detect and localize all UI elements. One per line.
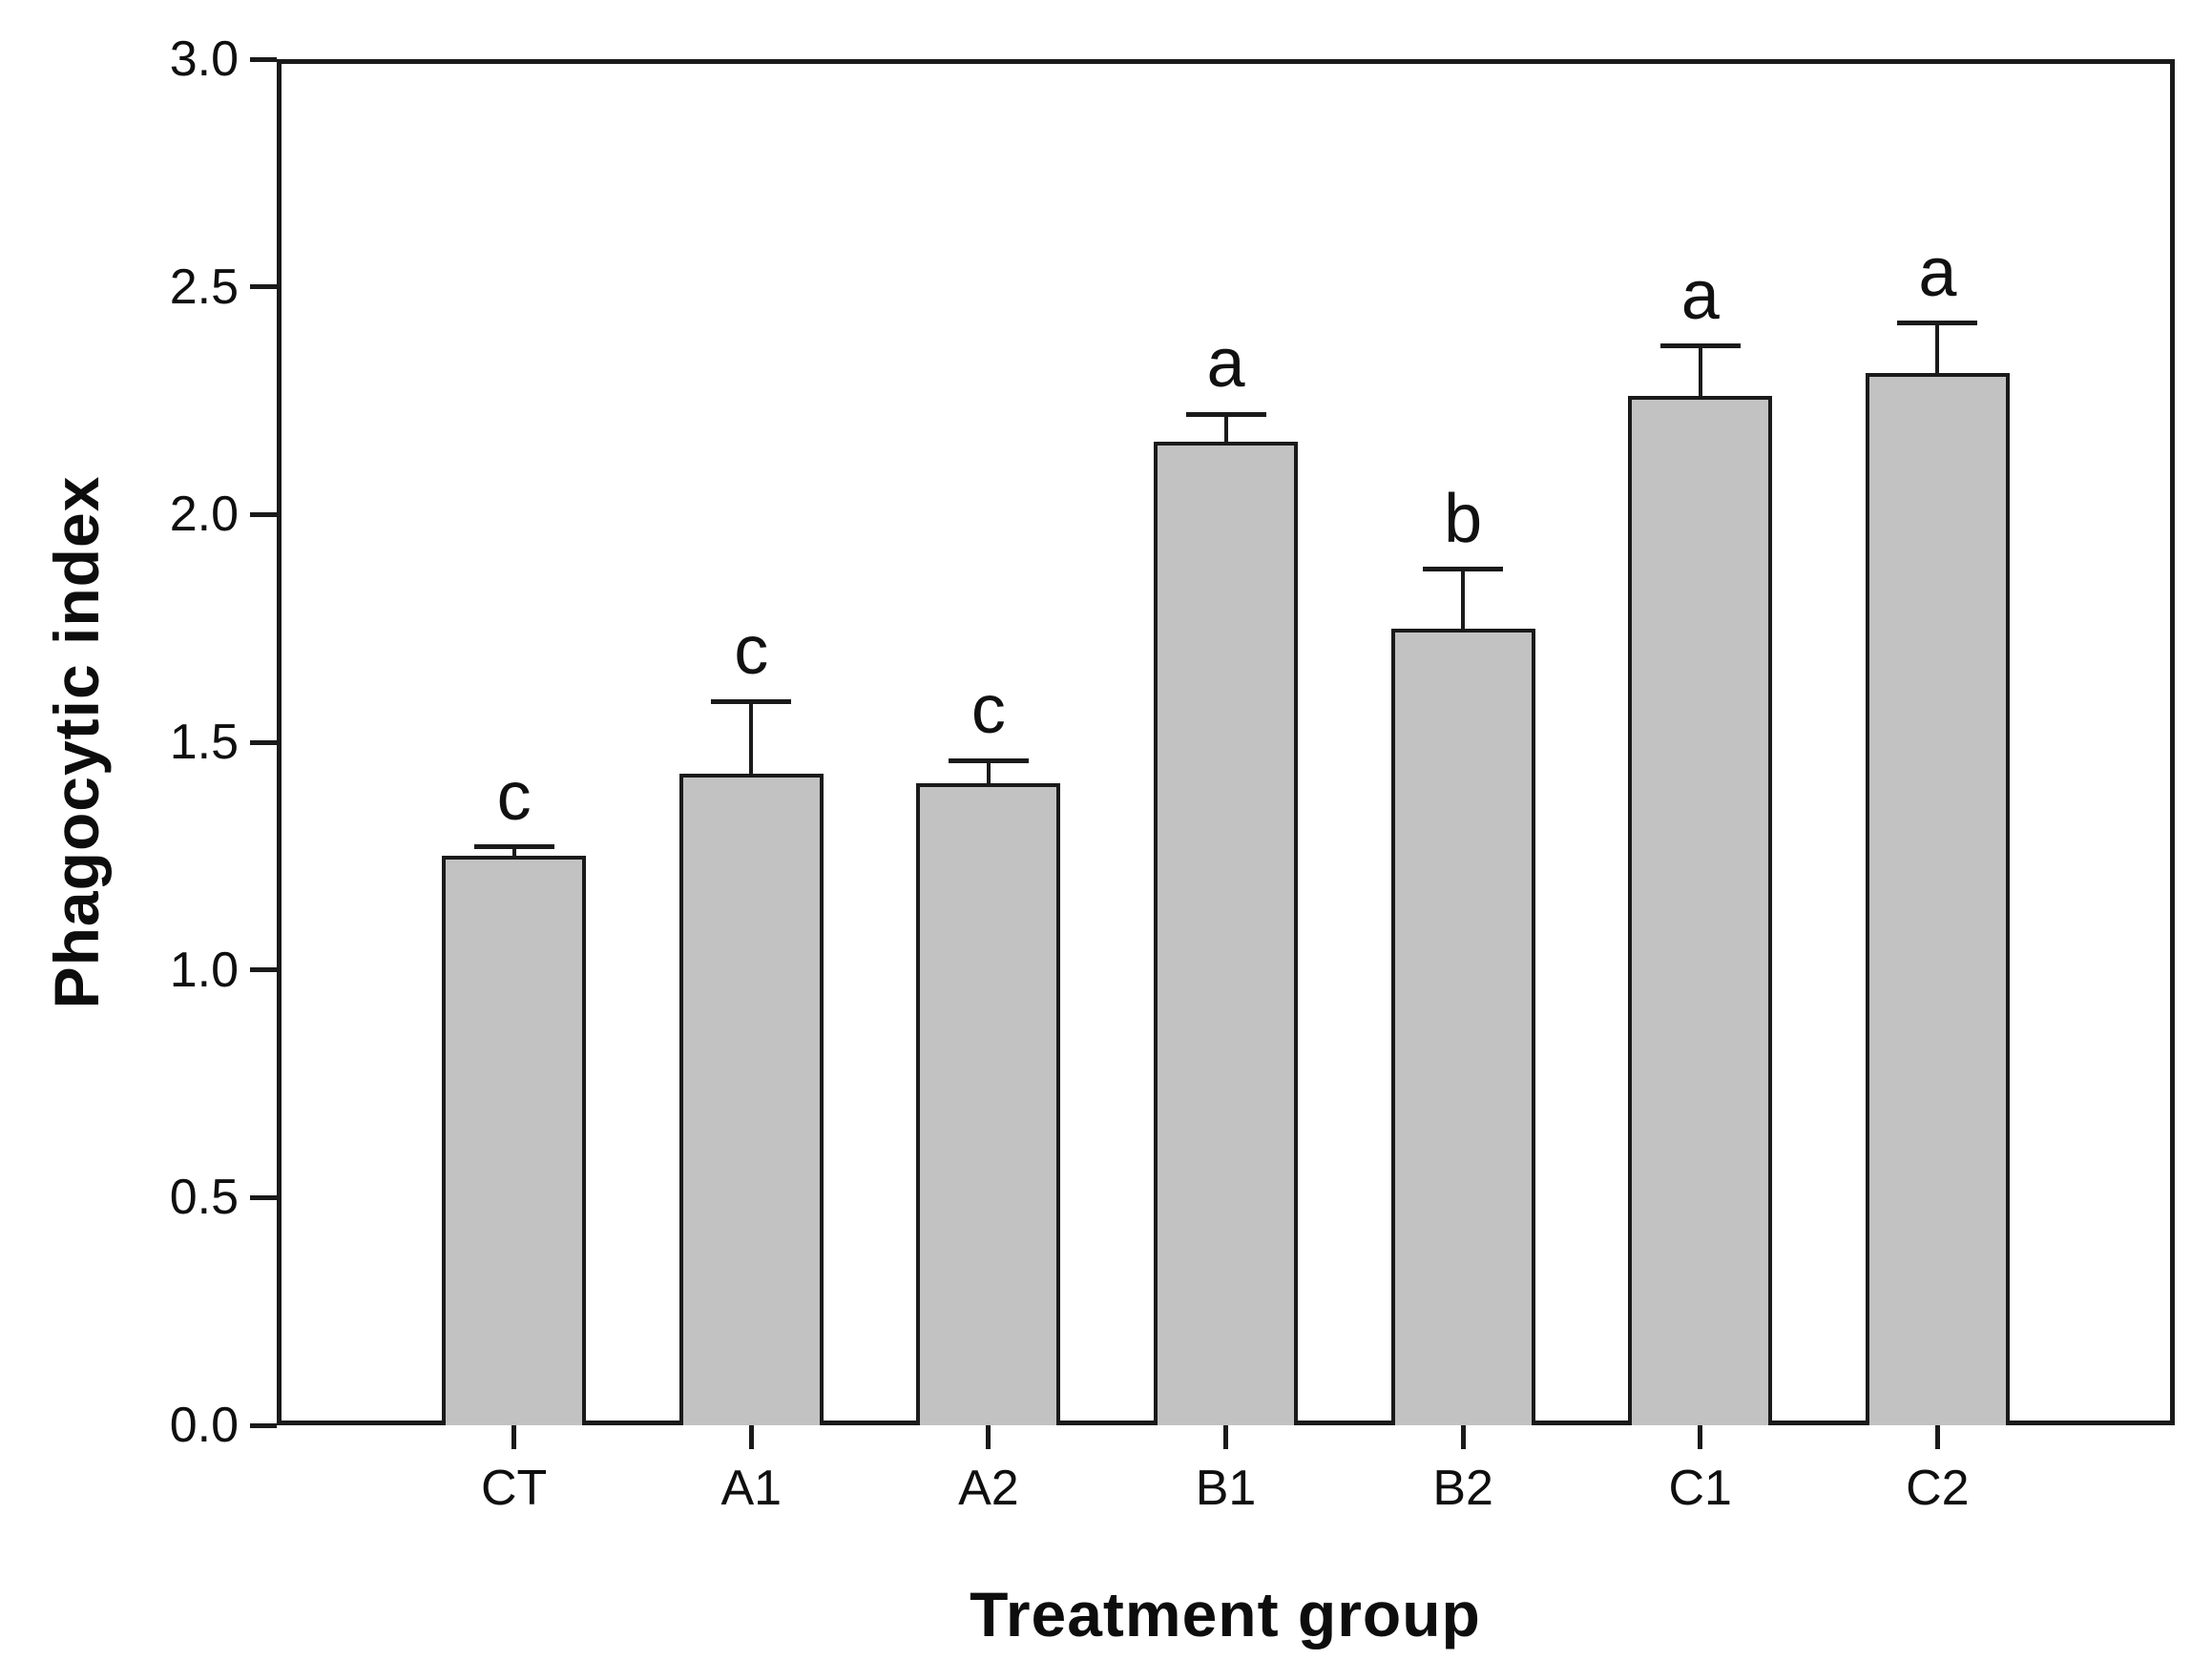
error-bar-cap <box>1423 567 1504 572</box>
error-bar-cap <box>473 844 554 850</box>
x-tick-mark <box>1223 1425 1228 1449</box>
bar <box>678 774 824 1425</box>
x-tick-label: B2 <box>1432 1461 1493 1516</box>
bar <box>442 856 587 1425</box>
y-tick-mark <box>250 56 277 62</box>
y-tick-mark <box>250 967 277 973</box>
bar <box>1154 441 1298 1425</box>
significance-letter: a <box>1206 325 1245 403</box>
significance-letter: c <box>496 757 532 835</box>
x-tick-label: B1 <box>1195 1461 1257 1516</box>
error-bar-cap <box>1897 321 1978 326</box>
y-tick-label: 1.5 <box>169 715 239 770</box>
error-bar-stem <box>1223 414 1228 442</box>
y-tick-mark <box>250 1194 277 1200</box>
y-tick-label: 1.0 <box>169 942 239 998</box>
error-bar-cap <box>1659 343 1741 349</box>
error-bar-stem <box>511 846 516 857</box>
error-bar-stem <box>986 760 991 783</box>
x-tick-label: A2 <box>958 1461 1019 1516</box>
error-bar-stem <box>1935 322 1940 374</box>
x-tick-label: A1 <box>720 1461 783 1516</box>
significance-letter: a <box>1918 234 1957 311</box>
bar <box>1390 628 1535 1425</box>
y-tick-label: 0.0 <box>169 1398 239 1453</box>
bar <box>1865 373 2010 1425</box>
significance-letter: c <box>970 672 1006 749</box>
x-tick-mark <box>748 1425 754 1449</box>
significance-letter: b <box>1444 480 1483 557</box>
error-bar-cap <box>948 757 1029 763</box>
x-tick-label: C1 <box>1668 1461 1732 1516</box>
y-tick-label: 0.5 <box>169 1170 239 1226</box>
y-tick-label: 2.0 <box>169 487 239 543</box>
bar <box>916 782 1061 1425</box>
bar <box>1628 396 1773 1425</box>
x-tick-label: C2 <box>1906 1461 1970 1516</box>
error-bar-stem <box>1461 569 1466 629</box>
error-bar-stem <box>1698 345 1702 397</box>
y-tick-mark <box>250 284 277 290</box>
x-axis-title: Treatment group <box>970 1579 1481 1649</box>
significance-letter: c <box>734 612 769 690</box>
y-tick-mark <box>250 739 277 745</box>
x-tick-mark <box>511 1425 517 1449</box>
x-tick-mark <box>1698 1425 1703 1449</box>
x-tick-mark <box>1934 1425 1940 1449</box>
x-tick-mark <box>986 1425 991 1449</box>
error-bar-stem <box>749 701 754 775</box>
x-tick-mark <box>1460 1425 1466 1449</box>
y-tick-mark <box>250 1422 277 1428</box>
y-tick-label: 2.5 <box>169 259 239 315</box>
error-bar-cap <box>1185 411 1266 417</box>
y-tick-label: 3.0 <box>169 31 239 87</box>
error-bar-cap <box>711 698 792 704</box>
x-tick-label: CT <box>480 1461 548 1516</box>
significance-letter: a <box>1680 257 1720 334</box>
y-tick-mark <box>250 511 277 517</box>
